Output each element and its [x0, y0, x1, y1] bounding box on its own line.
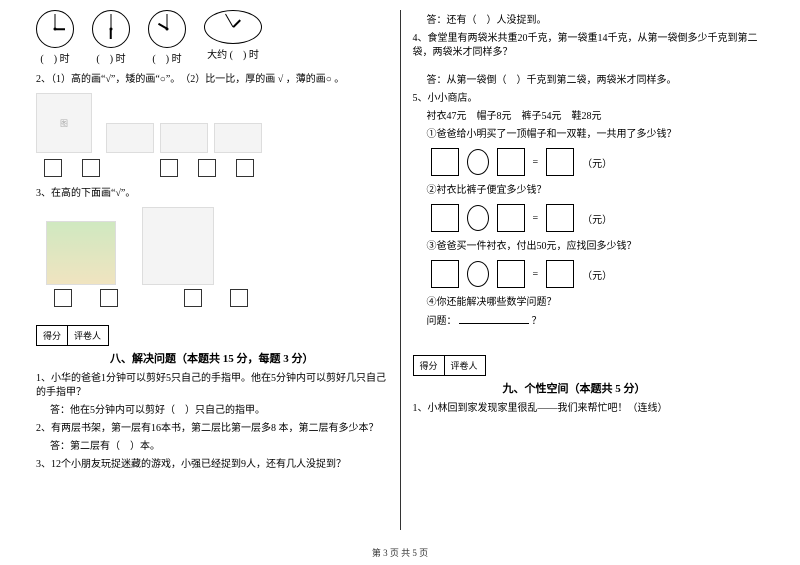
score-box-2: 得分 评卷人 — [413, 355, 486, 376]
img-kids-scale — [142, 207, 214, 285]
eq-row-2: = （元） — [431, 204, 765, 232]
q8-5-1: ①爸爸给小明买了一顶帽子和一双鞋，一共用了多少钱？ — [413, 128, 765, 142]
eq-row-3: = （元） — [431, 260, 765, 288]
q8-5: 5、小小商店。 — [413, 92, 765, 106]
score-label: 得分 — [37, 326, 68, 345]
q8-5-prices: 衬衣47元 帽子8元 裤子54元 鞋28元 — [413, 110, 765, 124]
eq-row-1: = （元） — [431, 148, 765, 176]
answer-box[interactable] — [82, 159, 100, 177]
answer-box[interactable] — [184, 289, 202, 307]
answer-box[interactable] — [198, 159, 216, 177]
grader-label: 评卷人 — [68, 326, 108, 345]
q3-images — [46, 207, 388, 285]
page-footer: 第 3 页 共 5 页 — [0, 546, 800, 559]
equals-sign: = — [533, 157, 539, 168]
grader-label: 评卷人 — [445, 356, 485, 375]
q2-answer-boxes — [44, 159, 388, 177]
q8-3: 3、12个小朋友玩捉迷藏的游戏，小强已经捉到9人，还有几人没捉到？ — [36, 458, 388, 472]
q8-1: 1、小华的爸爸1分钟可以剪好5只自己的手指甲。他在5分钟内可以剪好几只自己的手指… — [36, 372, 388, 400]
result-box[interactable] — [546, 148, 574, 176]
page-container: ( ) 时 ( ) 时 ( ) 时 — [0, 0, 800, 530]
img-tree — [46, 221, 116, 285]
operator-circle[interactable] — [467, 205, 489, 231]
left-column: ( ) 时 ( ) 时 ( ) 时 — [28, 10, 396, 530]
section-8-title: 八、解决问题（本题共 15 分，每题 3 分） — [36, 350, 388, 366]
q8-5-4: ④你还能解决哪些数学问题？ — [413, 296, 765, 310]
q8-5-3: ③爸爸买一件衬衣，付出50元，应找回多少钱？ — [413, 240, 765, 254]
operand-box[interactable] — [497, 148, 525, 176]
img-children: 图 — [36, 93, 92, 153]
score-label: 得分 — [414, 356, 445, 375]
operand-box[interactable] — [497, 204, 525, 232]
clock-label: ( ) 时 — [96, 54, 125, 65]
operand-box[interactable] — [431, 148, 459, 176]
clock-3: ( ) 时 — [148, 10, 186, 65]
q8-2: 2、有两层书架，第一层有16本书，第二层比第一层多8 本，第二层有多少本？ — [36, 422, 388, 436]
answer-box[interactable] — [160, 159, 178, 177]
q8-1-ans: 答：他在5分钟内可以剪好（ ）只自己的指甲。 — [36, 404, 388, 418]
clock-label: 大约 ( ) 时 — [207, 50, 259, 61]
result-box[interactable] — [546, 260, 574, 288]
q2-images: 图 — [36, 93, 388, 153]
operand-box[interactable] — [497, 260, 525, 288]
right-column: 答：还有（ ）人没捉到。 4、食堂里有两袋米共重20千克，第一袋重14千克，从第… — [405, 10, 773, 530]
answer-box[interactable] — [236, 159, 254, 177]
q9-1: 1、小林回到家发现家里很乱——我们来帮忙吧！（连线） — [413, 402, 765, 416]
clock-1: ( ) 时 — [36, 10, 74, 65]
q8-5-4b: 问题： ？ — [413, 314, 765, 329]
clock-label: ( ) 时 — [40, 54, 69, 65]
clock-2: ( ) 时 — [92, 10, 130, 65]
answer-box[interactable] — [100, 289, 118, 307]
section-9-title: 九、个性空间（本题共 5 分） — [413, 380, 765, 396]
blank-line[interactable] — [459, 314, 529, 324]
img-book-2 — [160, 123, 208, 153]
answer-box[interactable] — [230, 289, 248, 307]
img-book-3 — [214, 123, 262, 153]
column-divider — [400, 10, 401, 530]
img-book-1 — [106, 123, 154, 153]
q2-text: 2、（1）高的画“√”，矮的画“○”。 （2）比一比，厚的画 √ ，薄的画○ 。 — [36, 73, 388, 87]
clock-label: ( ) 时 — [152, 54, 181, 65]
q3-answer-boxes — [54, 289, 388, 307]
operator-circle[interactable] — [467, 261, 489, 287]
unit-label: （元） — [582, 211, 612, 226]
answer-box[interactable] — [44, 159, 62, 177]
q3-text: 3、在高的下面画“√”。 — [36, 187, 388, 201]
q8-2-ans: 答：第二层有（ ）本。 — [36, 440, 388, 454]
equals-sign: = — [533, 213, 539, 224]
q8-5-2: ②衬衣比裤子便宜多少钱？ — [413, 184, 765, 198]
equals-sign: = — [533, 269, 539, 280]
q8-4-ans: 答：从第一袋倒（ ）千克到第二袋，两袋米才同样多。 — [413, 74, 765, 88]
clock-row: ( ) 时 ( ) 时 ( ) 时 — [36, 10, 388, 65]
unit-label: （元） — [582, 267, 612, 282]
q8-4: 4、食堂里有两袋米共重20千克，第一袋重14千克，从第一袋倒多少千克到第二袋，两… — [413, 32, 765, 60]
alarm-clock: 大约 ( ) 时 — [204, 10, 262, 65]
operand-box[interactable] — [431, 260, 459, 288]
q8-3-ans: 答：还有（ ）人没捉到。 — [413, 14, 765, 28]
result-box[interactable] — [546, 204, 574, 232]
q8-5-4b-label: 问题： — [427, 316, 457, 327]
operator-circle[interactable] — [467, 149, 489, 175]
operand-box[interactable] — [431, 204, 459, 232]
score-box: 得分 评卷人 — [36, 325, 109, 346]
answer-box[interactable] — [54, 289, 72, 307]
unit-label: （元） — [582, 155, 612, 170]
